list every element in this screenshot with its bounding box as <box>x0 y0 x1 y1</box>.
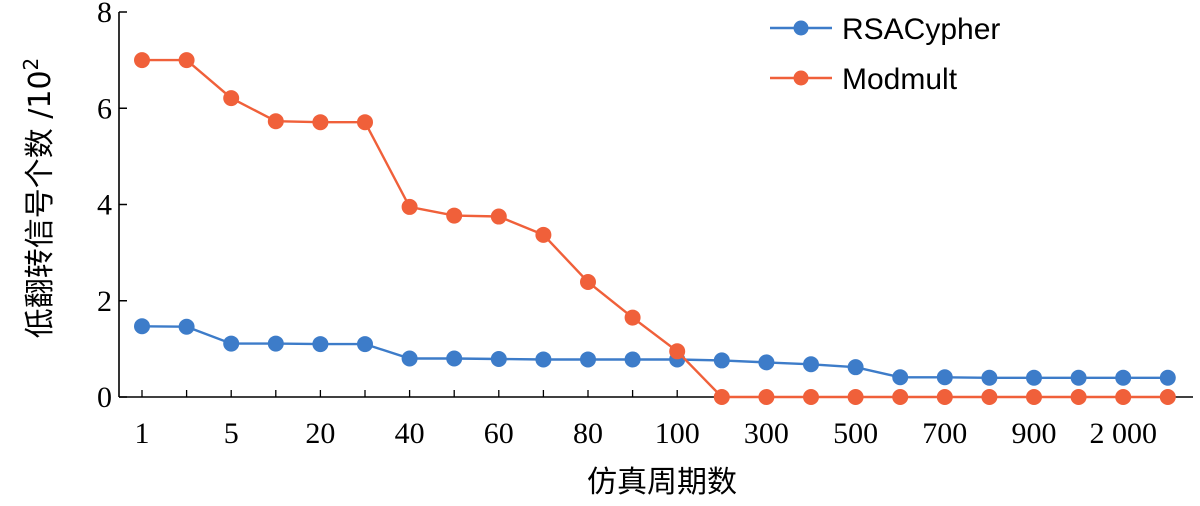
y-axis-ticks: 0 2 4 6 8 <box>97 0 127 414</box>
data-point <box>580 351 596 368</box>
y-axis-title-exponent: 2 <box>19 58 43 71</box>
data-point <box>134 52 150 69</box>
chart-legend: RSACypher Modmult <box>770 13 1000 96</box>
data-point <box>1115 369 1132 386</box>
y-axis-title-group: 低翻转信号个数 /102 <box>19 58 58 339</box>
data-point <box>981 369 998 386</box>
x-tick-label: 2 000 <box>1089 417 1157 450</box>
data-point <box>446 350 463 367</box>
x-tick-label: 5 <box>224 417 239 450</box>
data-point <box>312 114 329 131</box>
x-axis-title: 仿真周期数 <box>587 465 737 500</box>
data-point <box>1070 369 1087 386</box>
series-rsacypher <box>134 318 1176 386</box>
data-point <box>1159 369 1176 386</box>
data-point <box>713 389 730 405</box>
data-point <box>1115 389 1132 405</box>
data-point <box>401 350 418 367</box>
y-tick-label: 8 <box>97 0 112 29</box>
data-point <box>267 335 284 352</box>
x-tick-label: 100 <box>655 417 700 450</box>
data-point <box>446 207 463 224</box>
legend-marker <box>793 70 809 86</box>
x-tick-label: 300 <box>744 417 789 450</box>
data-point <box>1070 389 1087 405</box>
data-point <box>1159 389 1176 405</box>
data-point <box>1026 369 1042 386</box>
chart-series <box>134 52 1176 405</box>
data-point <box>535 226 552 243</box>
data-point <box>803 389 819 405</box>
x-tick-label: 40 <box>395 417 425 450</box>
data-point <box>134 318 150 335</box>
data-point <box>357 114 373 131</box>
x-tick-label: 900 <box>1012 417 1057 450</box>
data-point <box>624 309 641 326</box>
data-point <box>847 389 864 405</box>
data-point <box>624 351 641 368</box>
series-line-modmult <box>142 58 1168 399</box>
data-point <box>758 389 775 405</box>
series-modmult <box>134 52 1176 405</box>
data-point <box>936 369 953 386</box>
data-point <box>580 273 596 290</box>
data-point <box>223 335 240 352</box>
data-point <box>803 356 819 373</box>
legend-label: RSACypher <box>842 13 1000 46</box>
data-point <box>892 389 909 405</box>
data-point <box>178 52 195 69</box>
data-point <box>535 351 552 368</box>
data-point <box>267 113 284 130</box>
data-point <box>490 208 507 225</box>
data-point <box>981 389 998 405</box>
y-tick-label: 4 <box>97 189 112 222</box>
x-tick-label: 1 <box>135 417 150 450</box>
data-point <box>847 359 864 376</box>
data-point <box>223 90 240 107</box>
x-tick-label: 80 <box>573 417 603 450</box>
data-point <box>669 343 686 360</box>
y-axis-title-text: 低翻转信号个数 /10 <box>23 70 58 338</box>
data-point <box>490 350 507 367</box>
data-point <box>1026 389 1042 405</box>
y-tick-label: 6 <box>97 92 112 125</box>
data-point <box>178 318 195 335</box>
x-tick-label: 500 <box>833 417 878 450</box>
legend-label: Modmult <box>842 63 958 96</box>
y-tick-label: 2 <box>97 285 112 318</box>
data-point <box>936 389 953 405</box>
data-point <box>892 369 909 386</box>
y-axis-title: 低翻转信号个数 /102 <box>19 58 58 339</box>
y-tick-label: 0 <box>97 381 112 414</box>
x-tick-label: 20 <box>305 417 335 450</box>
x-tick-label: 700 <box>922 417 967 450</box>
data-point <box>758 354 775 371</box>
data-point <box>357 336 373 353</box>
data-point <box>713 352 730 369</box>
x-axis-ticks: 1 5 20 40 60 80 100 300 500 700 900 2 000 <box>135 390 1169 450</box>
x-tick-label: 60 <box>484 417 514 450</box>
legend-marker <box>793 20 809 36</box>
data-point <box>401 198 418 215</box>
data-point <box>312 336 329 353</box>
